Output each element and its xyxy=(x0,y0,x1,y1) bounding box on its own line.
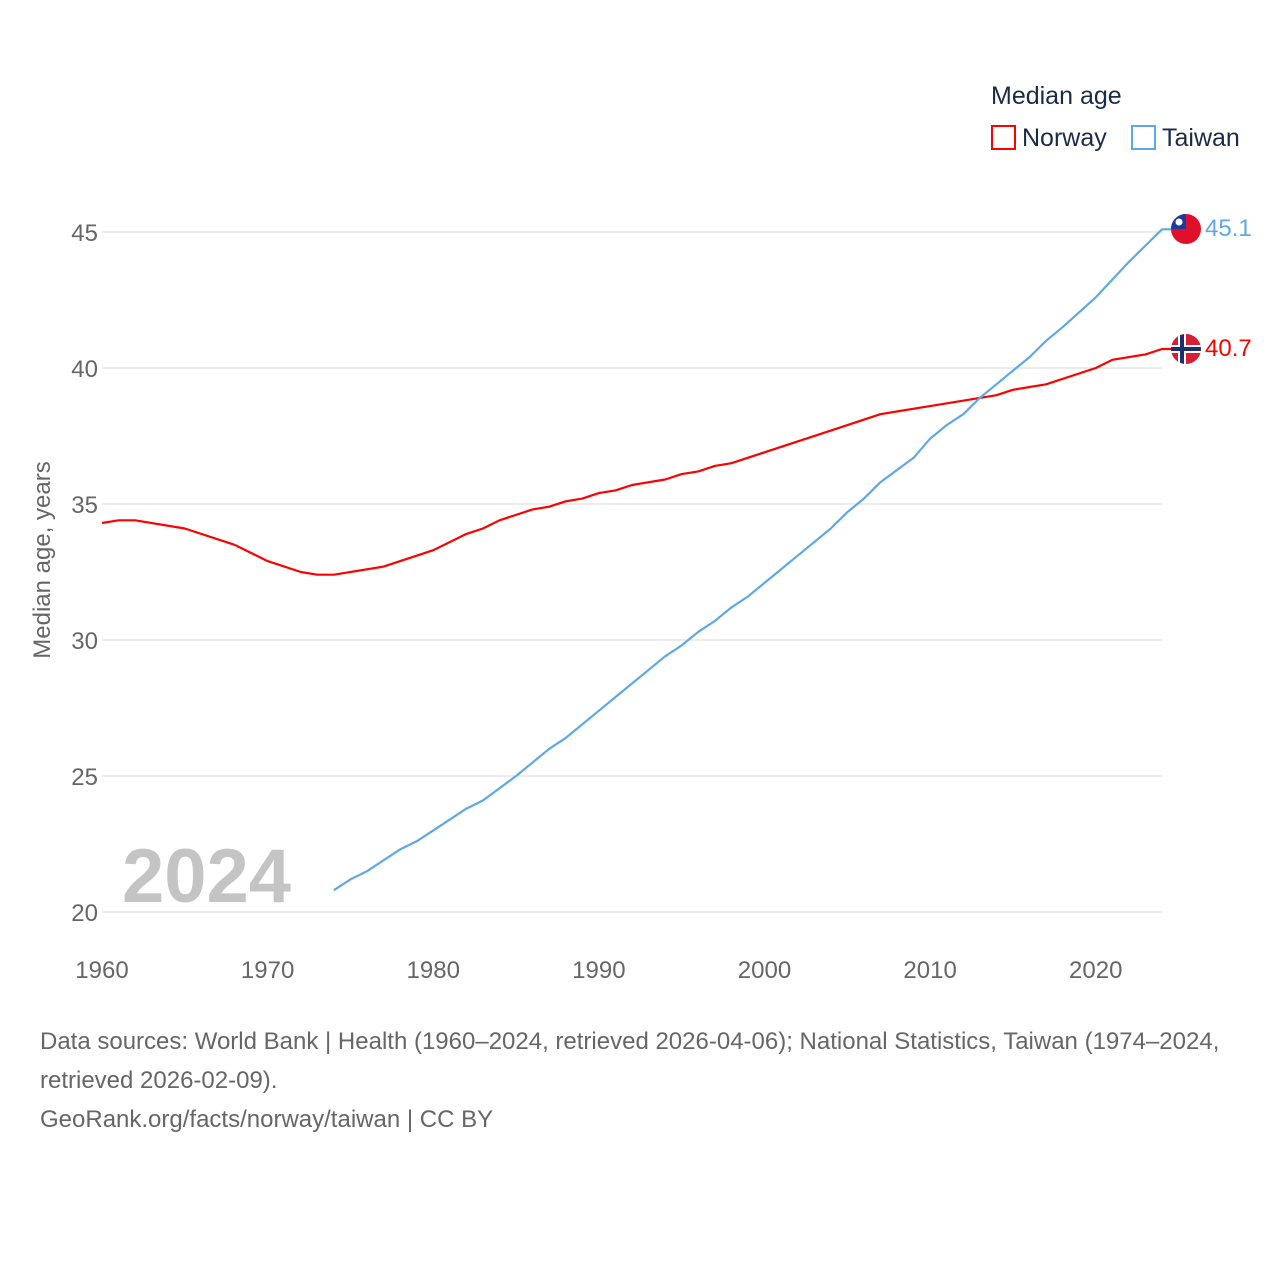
x-axis-ticks: 1960 1970 1980 1990 2000 2010 2020 xyxy=(75,957,1122,984)
norway-flag-icon xyxy=(1171,334,1201,364)
credit-link[interactable]: GeoRank.org/facts/norway/taiwan | CC BY xyxy=(40,1106,494,1133)
x-tick-label: 2020 xyxy=(1069,957,1122,984)
series-lines xyxy=(101,228,1172,892)
legend-item-norway[interactable]: Norway xyxy=(991,124,1107,152)
end-label-norway: 40.7 xyxy=(1205,335,1252,362)
legend-title: Median age xyxy=(991,82,1122,110)
legend-label-norway: Norway xyxy=(1022,124,1107,152)
x-tick-label: 1960 xyxy=(75,957,128,984)
end-label-taiwan: 45.1 xyxy=(1205,215,1252,242)
legend-swatch-norway xyxy=(991,125,1016,150)
grid-lines xyxy=(102,231,1162,913)
legend-label-taiwan: Taiwan xyxy=(1162,124,1240,152)
series-line-norway xyxy=(101,347,1172,576)
data-sources: Data sources: World Bank | Health (1960–… xyxy=(40,1028,1220,1094)
y-tick-label: 25 xyxy=(71,764,98,791)
y-tick-label: 30 xyxy=(71,628,98,655)
year-watermark: 2024 xyxy=(122,834,291,919)
legend-item-taiwan[interactable]: Taiwan xyxy=(1131,124,1240,152)
x-tick-label: 1980 xyxy=(407,957,460,984)
x-tick-label: 2010 xyxy=(903,957,956,984)
y-axis-ticks: 20 25 30 35 40 45 xyxy=(71,220,98,927)
series-line-taiwan xyxy=(333,228,1172,892)
line-chart: 20 25 30 35 40 45 1960 1970 1980 1990 2000 2010 202… xyxy=(29,82,1252,984)
x-tick-label: 1970 xyxy=(241,957,294,984)
x-tick-label: 2000 xyxy=(738,957,791,984)
footer: Data sources: World Bank | Health (1960–… xyxy=(40,1022,1250,1139)
y-tick-label: 20 xyxy=(71,900,98,927)
x-tick-label: 1990 xyxy=(572,957,625,984)
y-tick-label: 45 xyxy=(71,220,98,247)
legend: Median age Norway Taiwan xyxy=(991,82,1240,152)
y-axis-label: Median age, years xyxy=(29,461,56,658)
taiwan-flag-icon xyxy=(1171,214,1201,244)
y-tick-label: 35 xyxy=(71,492,98,519)
y-tick-label: 40 xyxy=(71,356,98,383)
legend-swatch-taiwan xyxy=(1131,125,1156,150)
